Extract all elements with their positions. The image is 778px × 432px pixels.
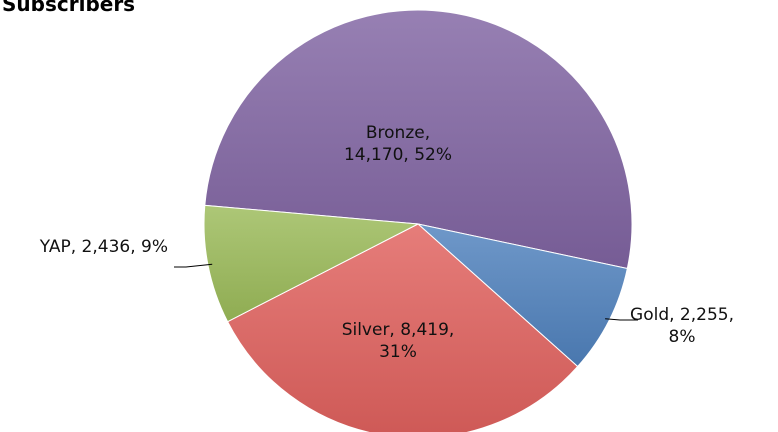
data-label-yap: YAP, 2,436, 9% (39, 237, 168, 257)
leader-line-gold (605, 318, 638, 321)
pie-slice-silver (226, 223, 579, 432)
data-label-line: 14,170, 52% (344, 145, 452, 165)
data-label-line: 31% (379, 342, 417, 362)
leader-line-yap (174, 263, 213, 268)
data-label-line: Gold, 2,255, (630, 305, 734, 325)
data-label-gold: Gold, 2,255, 8% (630, 305, 734, 347)
pie-slice-gold (416, 223, 628, 368)
data-label-line: 8% (669, 327, 696, 347)
data-label-silver: Silver, 8,419, 31% (342, 320, 455, 362)
data-label-line: YAP, 2,436, 9% (39, 237, 168, 257)
chart-title: Subscribers (2, 0, 136, 16)
data-label-line: Silver, 8,419, (342, 320, 455, 340)
data-label-line: Bronze, (366, 123, 430, 143)
pie-slice-bronze (204, 9, 633, 270)
data-label-bronze: Bronze, 14,170, 52% (344, 123, 452, 165)
